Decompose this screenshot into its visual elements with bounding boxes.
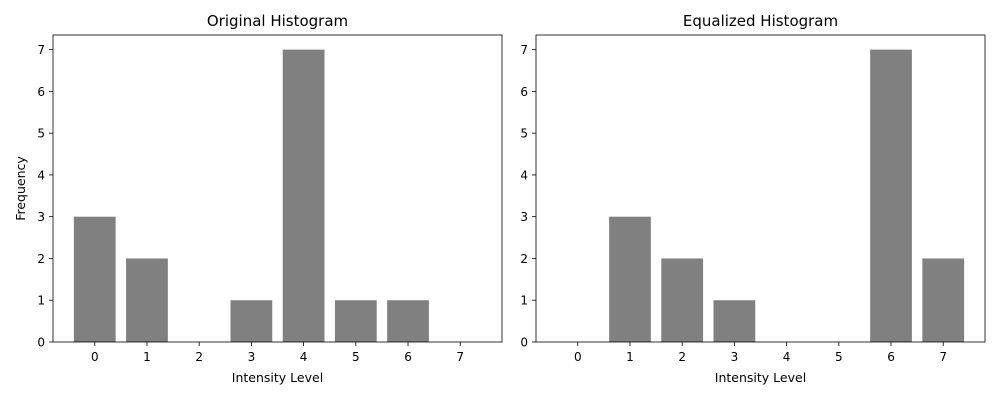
bar (126, 258, 168, 342)
y-tick-label: 2 (520, 252, 528, 266)
chart-title: Equalized Histogram (683, 12, 838, 30)
x-tick-label: 2 (195, 350, 203, 364)
x-ticks: 0 1 2 3 4 5 6 7 (574, 342, 947, 364)
y-tick-label: 7 (37, 43, 45, 57)
x-tick-label: 1 (626, 350, 634, 364)
x-tick-label: 4 (300, 350, 308, 364)
y-tick-label: 1 (520, 294, 528, 308)
chart-original-histogram: Original Histogram Intensity Level Frequ… (13, 12, 503, 385)
bar (609, 216, 651, 342)
y-tick-label: 1 (37, 294, 45, 308)
x-tick-label: 2 (678, 350, 686, 364)
x-tick-label: 4 (783, 350, 791, 364)
y-tick-label: 2 (37, 252, 45, 266)
bar (230, 300, 273, 342)
plot-frame (52, 34, 503, 343)
y-tick-label: 6 (520, 85, 528, 99)
y-tick-label: 5 (37, 127, 45, 141)
y-tick-label: 7 (520, 43, 528, 57)
chart-title: Original Histogram (207, 12, 348, 30)
bar (334, 300, 377, 342)
x-tick-label: 6 (404, 350, 412, 364)
x-tick-label: 5 (835, 350, 843, 364)
bars (609, 49, 965, 342)
y-tick-label: 0 (37, 336, 45, 350)
y-tick-label: 6 (37, 85, 45, 99)
x-tick-label: 5 (352, 350, 360, 364)
x-tick-label: 3 (248, 350, 256, 364)
bar (73, 216, 116, 342)
x-tick-label: 3 (731, 350, 739, 364)
x-tick-label: 7 (939, 350, 947, 364)
y-tick-label: 3 (520, 210, 528, 224)
y-tick-label: 4 (520, 168, 528, 182)
x-tick-label: 6 (887, 350, 895, 364)
bars (73, 49, 429, 342)
y-axis-label: Frequency (13, 156, 28, 221)
bar (713, 300, 756, 342)
x-axis-label: Intensity Level (232, 370, 323, 385)
x-tick-label: 1 (143, 350, 151, 364)
x-tick-label: 0 (91, 350, 99, 364)
x-axis-label: Intensity Level (715, 370, 806, 385)
plot-frame (535, 34, 986, 343)
x-tick-label: 0 (574, 350, 582, 364)
y-tick-label: 5 (520, 127, 528, 141)
y-ticks: 0 1 2 3 4 5 6 7 (37, 43, 53, 350)
bar (661, 258, 704, 342)
bar (387, 300, 429, 342)
y-tick-label: 0 (520, 336, 528, 350)
bar (282, 49, 325, 342)
chart-equalized-histogram: Equalized Histogram Intensity Level 0 1 2 3… (520, 12, 986, 385)
y-tick-label: 3 (37, 210, 45, 224)
y-ticks: 0 1 2 3 4 5 6 7 (520, 43, 536, 350)
bar (870, 49, 912, 342)
x-ticks: 0 1 2 3 4 5 6 7 (91, 342, 464, 364)
bar (922, 258, 965, 342)
y-tick-label: 4 (37, 168, 45, 182)
x-tick-label: 7 (456, 350, 464, 364)
